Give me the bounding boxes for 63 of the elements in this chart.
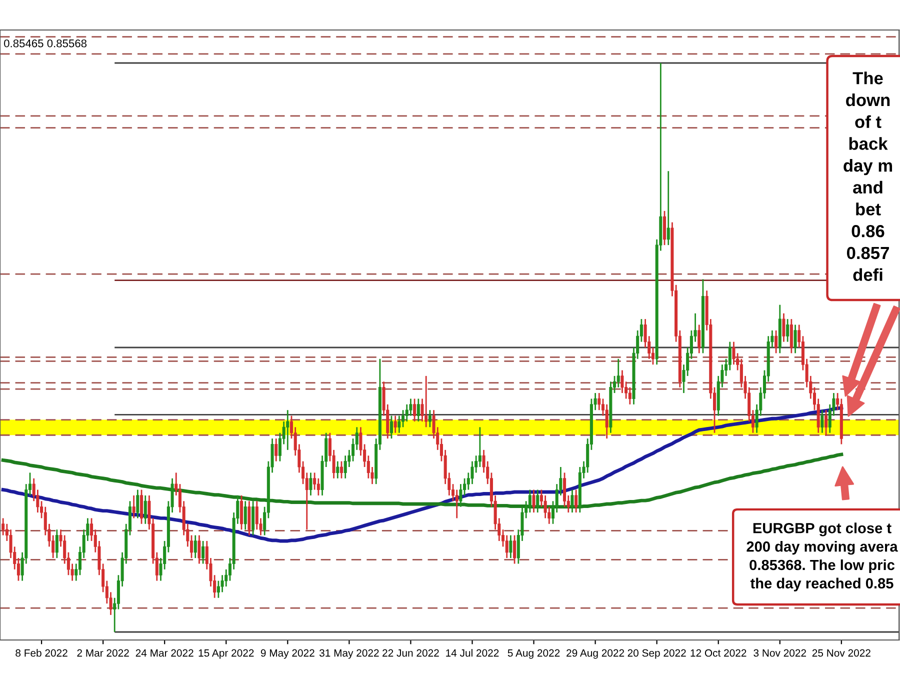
candlestick — [663, 210, 666, 246]
candlestick — [55, 528, 58, 559]
candlestick — [198, 534, 201, 564]
candlestick — [340, 460, 343, 480]
candlestick — [252, 500, 255, 536]
candlestick — [605, 404, 608, 440]
candlestick — [782, 312, 786, 343]
candlestick — [574, 489, 578, 514]
candlestick — [144, 494, 147, 525]
candlestick — [398, 415, 401, 434]
x-tick-label: 14 Jul 2022 — [446, 649, 499, 657]
candlestick — [570, 489, 574, 514]
candlestick — [140, 489, 144, 525]
candlestick — [513, 534, 516, 564]
candlestick — [413, 398, 416, 422]
candlestick — [786, 318, 790, 343]
candlestick — [509, 534, 512, 559]
text: 0.85465 0.85568 — [4, 39, 87, 48]
candlestick — [536, 489, 540, 514]
candlestick — [390, 415, 393, 440]
candlestick — [202, 540, 205, 564]
x-tick-label: 9 May 2022 — [260, 649, 314, 659]
x-tick-label: 5 Aug 2022 — [508, 649, 560, 659]
candlestick — [240, 494, 244, 530]
candlestick — [790, 318, 793, 354]
candlestick — [274, 438, 278, 462]
x-tick-label: 22 Jun 2022 — [382, 649, 439, 657]
x-tick-label: 12 Oct 2022 — [690, 649, 746, 657]
candlestick — [136, 489, 140, 519]
x-tick-label: 15 Apr 2022 — [198, 649, 254, 659]
candlestick — [698, 324, 701, 354]
candlestick — [455, 489, 458, 519]
candlestick — [824, 409, 828, 436]
candlestick — [424, 375, 428, 428]
candlestick — [616, 358, 620, 388]
x-tick-label: 29 Aug 2022 — [566, 649, 624, 659]
x-tick-label: 20 Sep 2022 — [628, 649, 686, 659]
candlestick — [194, 534, 197, 559]
text: The down of t back day m and bet 0.86 0.857 defi — [844, 72, 892, 281]
annotation: EURGBP got close t 200 day moving avera 0.85368. The low pric the day reached 0.85 — [746, 522, 898, 592]
candlestick — [394, 415, 397, 434]
candlestick — [416, 398, 420, 422]
x-tick-label: 8 Feb 2022 — [16, 649, 68, 657]
candlestick — [505, 534, 508, 559]
candlestick — [428, 409, 432, 428]
x-tick-label: 25 Nov 2022 — [812, 649, 870, 657]
x-tick-label: 3 Nov 2022 — [754, 649, 806, 657]
candlestick — [794, 324, 797, 354]
candlestick — [532, 489, 536, 514]
candlestick — [336, 460, 340, 480]
candlestick — [286, 409, 290, 451]
x-tick-label: 31 May 2022 — [319, 649, 379, 659]
candlestick — [774, 330, 778, 354]
candlestick — [598, 392, 601, 411]
x-tick-label: 2 Mar 2022 — [77, 649, 129, 657]
x-tick-label: 24 Mar 2022 — [136, 649, 194, 657]
candlestick — [820, 409, 824, 434]
candlestick — [244, 500, 247, 530]
candlestick — [666, 170, 670, 246]
candlestick — [248, 500, 251, 536]
candlestick — [309, 472, 312, 496]
candlestick — [132, 494, 136, 519]
candlestick — [728, 341, 732, 371]
